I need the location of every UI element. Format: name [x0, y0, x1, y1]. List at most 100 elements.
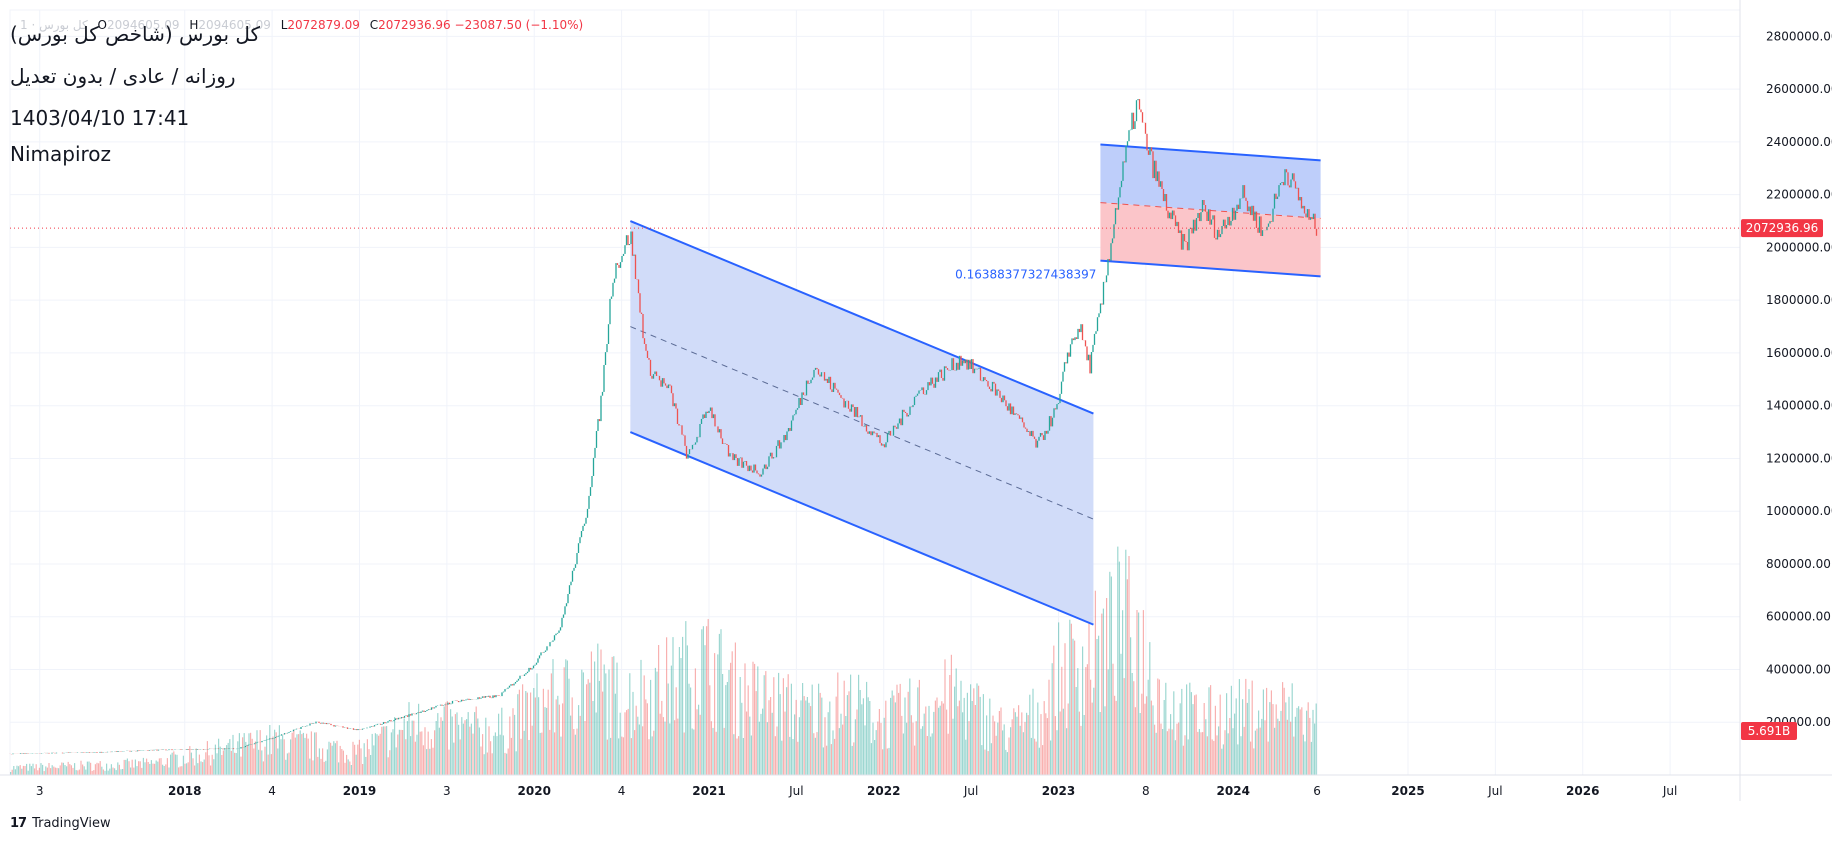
volume-bar [782, 678, 784, 775]
volume-bar [1080, 725, 1082, 775]
volume-bar [242, 737, 244, 775]
volume-bar [1131, 673, 1133, 775]
price-axis[interactable]: 200000.00400000.00600000.00800000.001000… [1739, 0, 1832, 801]
volume-bar [320, 758, 322, 775]
volume-bar [870, 743, 872, 775]
open-value: 2094605.09 [106, 18, 180, 32]
volume-bar [694, 668, 696, 775]
volume-bar [730, 662, 732, 775]
volume-bar [40, 763, 42, 775]
volume-bar [520, 738, 522, 775]
volume-bar [306, 733, 308, 775]
volume-bar [826, 745, 828, 775]
volume-bar [773, 677, 775, 775]
volume-bar [221, 755, 223, 775]
volume-bar [1294, 716, 1296, 775]
volume-bar [1122, 610, 1124, 775]
volume-bar [816, 732, 818, 775]
volume-bar [1229, 718, 1231, 775]
volume-bar [480, 746, 482, 775]
volume-bar [1114, 695, 1116, 775]
volume-bar [326, 749, 328, 775]
volume-bar [386, 726, 388, 775]
close-value: 2072936.96 [378, 18, 451, 32]
volume-bar [46, 767, 48, 775]
volume-bar [542, 688, 544, 775]
volume-bar [298, 734, 300, 775]
volume-bar [304, 737, 306, 775]
x-tick-label: Jul [1487, 784, 1502, 798]
volume-bar [1262, 689, 1264, 775]
volume-bar [1245, 678, 1247, 775]
volume-bar [646, 703, 648, 775]
last-price-tag-label: 2072936.96 [1746, 221, 1819, 235]
volume-bar [717, 654, 719, 775]
volume-bar [1190, 692, 1192, 775]
volume-bar [354, 744, 356, 775]
volume-bar [106, 763, 108, 775]
volume-bar [920, 728, 922, 775]
volume-bar [1194, 695, 1196, 775]
volume-bar [539, 732, 541, 775]
volume-histogram [10, 546, 1317, 775]
volume-bar [450, 709, 452, 775]
tradingview-brand[interactable]: 17 TradingView [10, 816, 111, 831]
volume-bar [701, 629, 703, 775]
volume-bar [342, 750, 344, 775]
volume-tag [1741, 722, 1797, 740]
volume-bar [154, 763, 156, 775]
time-axis[interactable]: 3 2018 4 2019 3 2020 4 2021 Jul 2022 Jul 2023 8 2024 6… [0, 774, 1832, 798]
volume-bar [264, 746, 266, 775]
volume-bar [482, 734, 484, 775]
y-tick-label: 1400000.00 [1766, 399, 1832, 413]
range-box[interactable]: 0.16388377327438397 [955, 143, 1321, 282]
volume-bar [1266, 687, 1268, 775]
volume-bar [632, 691, 634, 775]
volume-bar [202, 762, 204, 775]
volume-bar [341, 749, 343, 775]
volume-bar [138, 761, 140, 775]
y-tick-label: 1600000.00 [1766, 346, 1832, 360]
volume-bar [899, 683, 901, 775]
volume-bar [738, 736, 740, 775]
volume-bar [803, 696, 805, 775]
volume-bar [1024, 721, 1026, 775]
volume-bar [861, 704, 863, 775]
volume-bar [248, 733, 250, 775]
y-tick-label: 600000.00 [1766, 610, 1831, 624]
volume-bar [210, 765, 212, 775]
volume-bar [280, 739, 282, 775]
volume-bar [973, 688, 975, 775]
volume-bar [778, 672, 780, 775]
volume-bar [1046, 718, 1048, 775]
volume-bar [1163, 700, 1165, 775]
volume-bar [643, 675, 645, 775]
volume-bar [446, 701, 448, 775]
volume-bar [379, 733, 381, 775]
volume-bar [120, 769, 122, 775]
volume-bar [102, 769, 104, 775]
volume-bar [990, 743, 992, 775]
price-series [9, 99, 1318, 755]
volume-bar [776, 726, 778, 775]
volume-bar [862, 698, 864, 775]
volume-bar [1058, 622, 1060, 775]
volume-bar [779, 694, 781, 775]
volume-bar [1277, 718, 1279, 775]
volume-bar [608, 669, 610, 775]
volume-bar [714, 653, 716, 775]
volume-bar [1096, 639, 1098, 775]
volume-bar [301, 734, 303, 775]
volume-bar [942, 703, 944, 775]
volume-bar [51, 765, 53, 775]
volume-bar [1195, 694, 1197, 775]
volume-bar [787, 674, 789, 775]
volume-bar [139, 761, 141, 775]
volume-bar [147, 762, 149, 775]
volume-bar [267, 754, 269, 775]
volume-bar [771, 712, 773, 775]
volume-bar [582, 672, 584, 775]
volume-bar [1291, 683, 1293, 775]
volume-bar [1144, 703, 1146, 775]
